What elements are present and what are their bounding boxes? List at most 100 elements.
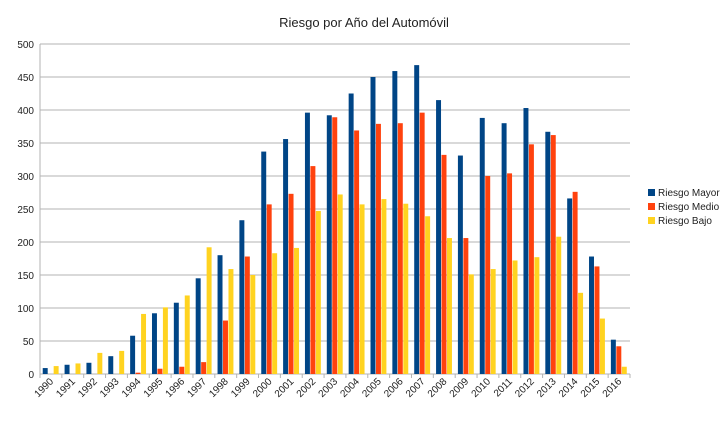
x-tick-label: 2008 — [426, 376, 450, 400]
bar — [119, 350, 125, 374]
x-tick-label: 2016 — [601, 376, 625, 400]
bar — [228, 269, 234, 374]
x-tick-label: 2010 — [470, 376, 494, 400]
bar — [578, 292, 584, 374]
bar — [441, 154, 447, 374]
bar — [304, 112, 310, 374]
bar — [141, 313, 147, 374]
y-tick-label: 300 — [17, 172, 34, 183]
bar — [310, 166, 316, 374]
bar — [621, 366, 627, 374]
bar — [414, 65, 420, 375]
bar — [507, 173, 513, 374]
y-tick-label: 150 — [17, 271, 34, 282]
bar — [244, 256, 250, 374]
bar — [457, 155, 463, 374]
x-tick-label: 1996 — [164, 376, 188, 400]
x-tick-label: 2007 — [404, 376, 428, 400]
x-tick-label: 2004 — [338, 376, 362, 400]
x-tick-label: 1993 — [98, 376, 122, 400]
bar — [534, 257, 540, 374]
bar — [610, 339, 616, 374]
x-tick-label: 2006 — [382, 376, 406, 400]
y-tick-label: 450 — [17, 73, 34, 84]
bar — [479, 117, 485, 375]
bar — [283, 139, 289, 374]
bar — [162, 307, 168, 374]
bar — [151, 313, 157, 374]
x-tick-label: 2002 — [295, 376, 319, 400]
x-tick-label: 2000 — [251, 376, 275, 400]
x-tick-label: 1990 — [33, 376, 57, 400]
bars — [42, 65, 627, 375]
bar — [545, 131, 551, 374]
bar — [97, 352, 103, 374]
x-tick-label: 1992 — [76, 376, 100, 400]
bar — [250, 275, 256, 374]
x-tick-label: 2009 — [448, 376, 472, 400]
bar — [501, 123, 507, 374]
bar — [523, 108, 529, 375]
y-tick-label: 200 — [17, 238, 34, 249]
legend-swatch — [648, 189, 655, 196]
bar — [294, 247, 299, 374]
x-tick-label: 2013 — [535, 376, 559, 400]
y-tick-label: 50 — [23, 337, 35, 348]
y-tick-label: 0 — [28, 370, 34, 381]
x-tick-label: 2015 — [579, 376, 603, 400]
bar — [206, 247, 212, 374]
bar — [572, 191, 578, 374]
chart-title: Riesgo por Año del Automóvil — [279, 15, 449, 30]
x-tick-label: 1995 — [142, 376, 166, 400]
bar — [261, 151, 267, 374]
bar — [201, 362, 207, 374]
legend-swatch — [648, 217, 655, 224]
bar — [599, 318, 605, 374]
bar — [359, 204, 365, 374]
x-tick-label: 2012 — [513, 376, 537, 400]
y-tick-label: 100 — [17, 304, 34, 315]
bar — [337, 194, 343, 374]
x-tick-label: 2005 — [360, 376, 384, 400]
bar — [567, 198, 573, 374]
legend-label: Riesgo Mayor — [658, 188, 720, 199]
bar — [272, 253, 278, 374]
bar — [425, 216, 431, 374]
bar — [42, 368, 48, 374]
bar — [217, 255, 223, 374]
bar — [550, 135, 556, 374]
legend-label: Riesgo Medio — [658, 202, 720, 213]
bar — [315, 210, 321, 374]
bar — [616, 346, 622, 374]
bar — [332, 117, 338, 374]
bar — [354, 130, 360, 374]
bar — [528, 144, 534, 374]
x-tick-label: 2014 — [557, 376, 581, 400]
bar — [397, 123, 403, 374]
bar — [375, 123, 381, 374]
bar — [436, 100, 442, 374]
x-tick-label: 2011 — [492, 376, 515, 399]
bar — [266, 204, 272, 374]
bar — [64, 364, 70, 374]
bar — [556, 236, 562, 374]
bar — [594, 266, 600, 374]
y-tick-label: 400 — [17, 106, 34, 117]
bar — [512, 260, 518, 374]
bar — [239, 220, 245, 374]
bar — [348, 93, 354, 374]
bar — [184, 295, 190, 374]
bar — [223, 320, 228, 374]
bar — [463, 238, 469, 374]
bar — [381, 199, 387, 374]
x-tick-label: 1991 — [54, 376, 78, 400]
bar — [157, 368, 163, 374]
bar — [403, 203, 409, 374]
y-tick-label: 500 — [17, 40, 34, 51]
x-tick-label: 2001 — [273, 376, 297, 400]
legend-label: Riesgo Bajo — [658, 216, 712, 227]
bar — [392, 71, 398, 374]
bar — [53, 366, 59, 374]
